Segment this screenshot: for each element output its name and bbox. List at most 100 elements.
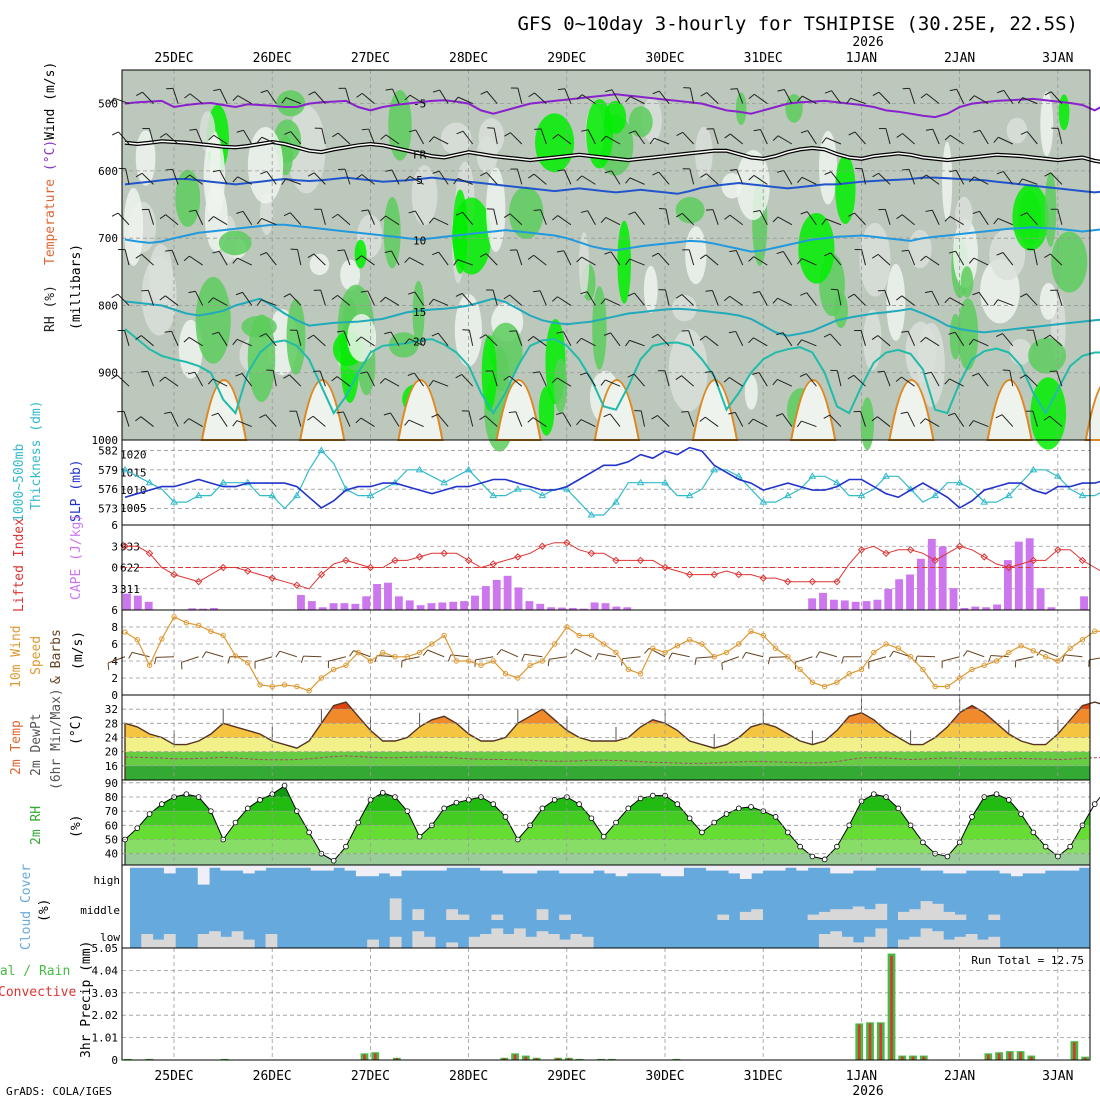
cape-bar [547,607,556,610]
surface-wind-barb [594,653,617,661]
cloud-high-cell [762,865,775,871]
barb-staff [954,331,965,347]
upper-air-wind-barb [211,412,228,427]
barb-staff [533,173,547,185]
barb-flag [283,212,291,217]
cloud-high-cell [344,865,357,871]
barb-staff [901,295,915,306]
barb-staff [156,656,175,658]
lifted-index-point [833,577,841,586]
cloud-cell [491,914,504,920]
barb-staff [509,213,523,226]
upper-air-wind-barb [408,210,425,225]
pressure-tick-label: 600 [98,165,118,178]
rh-patch [218,230,252,256]
barb-flag [201,651,207,659]
barb-flag [752,371,760,375]
barb-flag [232,176,238,183]
barb-staff [884,209,891,225]
barb-staff [390,412,400,427]
upper-air-wind-barb [208,134,228,145]
rh-patch [744,374,758,410]
barb-flag [533,209,541,212]
wind-speed-point [490,658,496,664]
barb-staff [296,330,302,346]
precip-convective-bar [997,1053,1001,1060]
surface-wind-barb [1036,649,1059,658]
precip-tick-label: 2.02 [92,1009,119,1022]
wind-speed-point [858,666,865,673]
barb-flag [580,210,588,213]
surface-wind-barb [275,650,298,658]
barb-staff [605,135,621,145]
cloud-cell [514,928,526,948]
cloud-high-cell [367,865,379,877]
barb-flag [408,129,416,133]
cloud-high-cell [909,865,922,868]
barb-flag [496,649,502,656]
barb-staff [515,411,523,427]
barb-flag [847,293,855,299]
upper-air-wind-barb [453,177,473,185]
thickness-point [415,465,424,473]
cape-bar [601,603,610,610]
barb-flag [556,331,564,334]
cloud-cell [389,936,402,948]
barb-staff [736,169,744,185]
barb-staff [973,176,989,185]
barb-flag [159,214,166,220]
barb-flag [259,333,267,337]
upper-air-wind-barb [456,130,474,145]
cloud-high-cell [717,865,730,871]
barb-staff [605,379,621,387]
barb-staff [493,128,498,145]
cape-bar [579,608,588,610]
rh-patch [578,232,590,296]
rh-point [159,801,165,807]
upper-air-wind-barb [235,372,253,387]
barb-staff [735,331,744,347]
barb-staff [457,259,473,266]
barb-staff [711,371,719,387]
cloud-cell [965,934,978,948]
surface-wind-barb [521,653,543,661]
barb-staff [492,289,498,306]
temperature-band [125,765,1090,780]
upper-air-wind-barb [232,420,252,428]
wind-speed-point [993,658,1000,664]
lifted-index-point [194,577,203,586]
cloud-high-cell [378,865,391,874]
rh-patch [617,220,632,304]
upper-air-wind-barb [213,88,228,104]
upper-air-wind-barb [944,134,964,145]
barb-staff [336,376,351,387]
barb-staff [806,292,817,306]
barb-staff [461,293,474,306]
rh-point [551,797,558,803]
upper-air-wind-barb [973,129,989,145]
cloud-high-cell [175,865,187,868]
cloud-cell [423,936,436,948]
barb-flag [109,97,115,105]
barb-staff [1032,330,1038,346]
barb-staff [164,376,179,387]
barb-staff [540,209,547,225]
upper-air-wind-barb [308,91,326,104]
upper-air-wind-barb [682,249,695,266]
barb-staff [320,290,326,306]
barb-staff [113,97,130,105]
barb-flag [821,218,827,225]
barb-staff [860,411,866,427]
barb-staff [361,174,375,185]
upper-air-wind-barb [408,129,425,145]
barb-staff [729,377,744,387]
barb-flag [996,170,1004,175]
thickness-point [661,478,669,486]
barb-flag [232,95,239,101]
barb-flag [422,649,428,656]
barb-staff [610,251,621,266]
barb-staff [414,372,425,387]
upper-air-wind-barb [355,255,375,266]
thickness-point [857,491,866,499]
temperature-tick-label: 24 [105,732,119,745]
